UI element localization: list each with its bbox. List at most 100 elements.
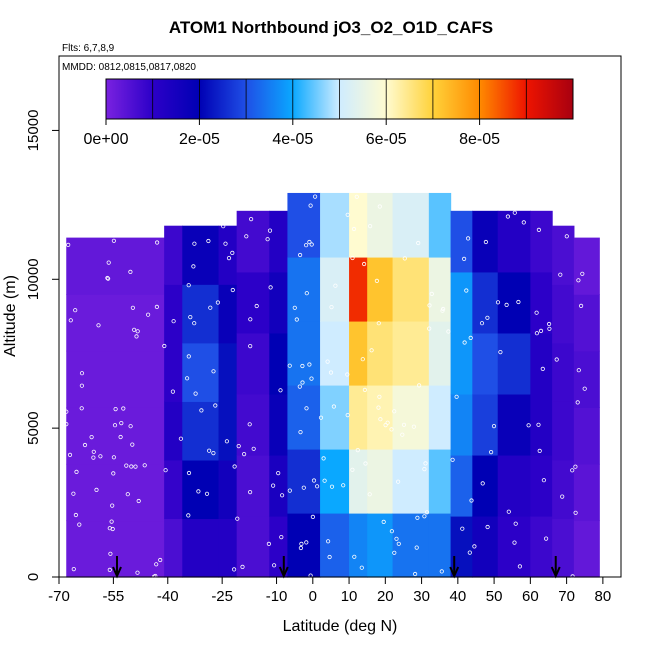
track-point: [254, 303, 259, 309]
track-point: [73, 512, 79, 518]
track-point: [377, 394, 382, 399]
track-point: [64, 409, 69, 414]
heatmap-cell: [320, 320, 350, 386]
landing-arrow-head: [112, 566, 122, 579]
track-point: [118, 434, 123, 440]
heatmap-cell: [530, 271, 553, 334]
track-point: [321, 456, 326, 461]
track-point: [534, 331, 540, 336]
track-point: [345, 372, 350, 377]
track-point: [488, 449, 494, 455]
heatmap-cell: [236, 271, 270, 334]
track-point: [207, 448, 212, 453]
track-point: [362, 387, 367, 392]
track-point: [154, 562, 159, 567]
track-point: [537, 448, 542, 453]
track-point: [395, 479, 401, 484]
track-point: [67, 452, 73, 457]
heatmap-cell: [573, 407, 600, 465]
heatmap-cell: [287, 512, 321, 578]
track-point: [331, 404, 336, 409]
landing-arrow-head: [449, 566, 460, 579]
heatmap-cell: [497, 271, 531, 334]
track-point: [94, 487, 99, 492]
heatmap-cell: [66, 520, 165, 578]
heatmap-cell: [573, 520, 600, 578]
track-point: [327, 554, 332, 560]
track-point: [314, 484, 320, 489]
track-point: [415, 515, 420, 520]
y-tick-label: 10000: [25, 258, 42, 300]
y-axis: 0 5000 10000 15000: [25, 110, 60, 581]
heatmap-cell: [182, 284, 220, 344]
track-point: [570, 468, 575, 473]
colorbar-tick-label: 8e-05: [459, 131, 500, 148]
heatmap-cell: [218, 518, 238, 578]
track-point: [240, 564, 245, 570]
heatmap-cell: [472, 210, 499, 273]
track-point: [329, 304, 334, 310]
track-point: [374, 278, 379, 283]
heatmap-cell: [164, 225, 183, 285]
track-point: [570, 574, 575, 579]
track-point: [325, 539, 331, 544]
track-point: [423, 461, 428, 466]
track-point: [298, 545, 303, 551]
x-axis: -70 -55 -40 -25 -10 0 10 20 30 40 50 60 70 80: [48, 576, 611, 605]
x-tick-label: -10: [266, 588, 288, 605]
track-point: [394, 536, 399, 541]
track-point: [360, 357, 365, 362]
heatmap-cell: [320, 256, 350, 322]
track-point: [576, 278, 581, 283]
heatmap-cell: [287, 256, 321, 322]
track-point: [132, 327, 137, 332]
track-point: [186, 470, 192, 476]
track-point: [142, 463, 147, 468]
heatmap-cell: [182, 225, 220, 285]
track-point: [71, 566, 76, 572]
heatmap-cell: [349, 192, 368, 258]
heatmap-cell: [164, 342, 183, 402]
chart-title: ATOM1 Northbound jO3_O2_O1D_CAFS: [169, 18, 493, 37]
track-point: [279, 534, 284, 540]
track-point: [325, 359, 330, 364]
track-point: [543, 536, 549, 541]
track-point: [279, 493, 285, 498]
heatmap-cell: [349, 448, 368, 514]
heatmap-cell: [66, 463, 165, 522]
x-tick-label: 20: [377, 588, 394, 605]
track-point: [311, 478, 317, 483]
landing-markers: [112, 556, 561, 579]
track-point: [392, 550, 397, 555]
track-point: [292, 305, 297, 310]
track-point: [312, 194, 318, 199]
heatmap-cell: [552, 518, 575, 578]
track-point: [135, 570, 140, 575]
track-point: [304, 406, 309, 411]
track-point: [287, 363, 292, 368]
heatmap-cell: [218, 459, 238, 520]
track-point: [77, 522, 82, 527]
heatmap-cell: [349, 384, 368, 450]
x-tick-label: -55: [103, 588, 125, 605]
track-point: [576, 368, 581, 373]
heatmap-cell: [236, 332, 270, 395]
track-point: [300, 380, 305, 385]
track-point: [462, 340, 467, 345]
heatmap-cell: [182, 459, 220, 520]
track-point: [79, 383, 85, 388]
track-point: [540, 366, 545, 371]
track-point: [110, 503, 115, 508]
track-point: [82, 442, 88, 448]
track-point: [378, 417, 383, 422]
track-point: [345, 412, 350, 418]
x-tick-label: -25: [211, 588, 233, 605]
track-point: [130, 305, 135, 310]
colorbar-tick-label: 0e+00: [84, 131, 129, 148]
heatmap-cell: [164, 518, 183, 578]
track-point: [479, 321, 485, 326]
track-point: [265, 237, 270, 242]
track-point: [248, 489, 253, 495]
heatmap-cell: [182, 401, 220, 461]
track-point: [467, 550, 472, 555]
